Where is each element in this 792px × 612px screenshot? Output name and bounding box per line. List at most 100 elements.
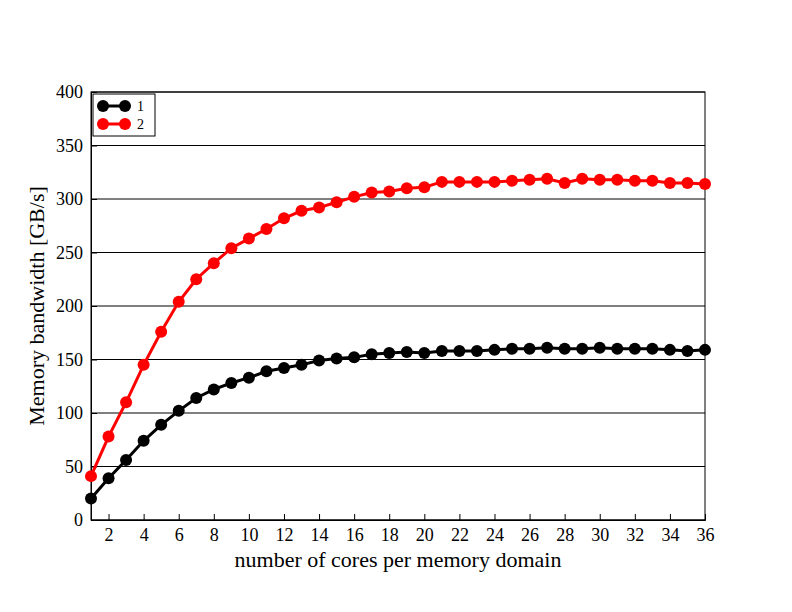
series-marker xyxy=(225,242,237,254)
series-marker xyxy=(453,176,465,188)
x-tick: 22 xyxy=(451,514,469,545)
x-tick-label: 6 xyxy=(175,525,184,545)
series-marker xyxy=(85,470,97,482)
series-marker xyxy=(260,365,272,377)
series-marker xyxy=(243,233,255,245)
x-tick-label: 12 xyxy=(275,525,293,545)
series-marker xyxy=(243,372,255,384)
series-marker xyxy=(138,359,150,371)
series-marker xyxy=(190,392,202,404)
legend-label: 1 xyxy=(137,99,144,114)
legend-swatch-marker xyxy=(97,118,109,130)
x-tick-label: 18 xyxy=(381,525,399,545)
series-marker xyxy=(699,178,711,190)
x-tick: 18 xyxy=(381,514,399,545)
x-tick: 32 xyxy=(626,514,644,545)
series-marker xyxy=(401,346,413,358)
series-marker xyxy=(559,343,571,355)
series-marker xyxy=(348,191,360,203)
grid-line xyxy=(91,252,705,253)
series-marker xyxy=(383,186,395,198)
x-tick-mark xyxy=(319,514,320,520)
x-tick-mark xyxy=(635,514,636,520)
series-marker xyxy=(611,174,623,186)
series-marker xyxy=(681,177,693,189)
series-marker xyxy=(594,342,606,354)
series-marker xyxy=(524,174,536,186)
x-tick-mark xyxy=(389,514,390,520)
plot-area: 2468101214161820222426283032343605010015… xyxy=(56,82,715,545)
y-tick-mark xyxy=(91,146,97,147)
chart-svg: 2468101214161820222426283032343605010015… xyxy=(0,0,792,612)
series-marker xyxy=(436,345,448,357)
x-tick-label: 34 xyxy=(661,525,679,545)
series-marker xyxy=(173,405,185,417)
x-tick-mark xyxy=(424,514,425,520)
legend-box xyxy=(93,94,155,136)
x-tick-label: 32 xyxy=(626,525,644,545)
plot-frame xyxy=(91,92,705,520)
grid-line xyxy=(91,145,705,146)
series-marker xyxy=(576,343,588,355)
series-marker xyxy=(278,362,290,374)
x-tick-label: 36 xyxy=(697,525,715,545)
series-marker xyxy=(296,205,308,217)
x-tick-mark xyxy=(144,514,145,520)
x-tick-label: 22 xyxy=(451,525,469,545)
series-marker xyxy=(646,343,658,355)
series-marker xyxy=(331,352,343,364)
y-tick-mark xyxy=(91,199,97,200)
x-tick: 4 xyxy=(140,514,149,545)
x-tick-mark xyxy=(459,514,460,520)
series-marker xyxy=(331,196,343,208)
y-tick-label: 200 xyxy=(56,296,83,316)
x-tick: 34 xyxy=(661,514,679,545)
series-marker xyxy=(664,344,676,356)
series-marker xyxy=(120,396,132,408)
series-marker xyxy=(699,344,711,356)
x-tick-label: 4 xyxy=(140,525,149,545)
y-tick-mark xyxy=(91,360,97,361)
series-marker xyxy=(208,257,220,269)
x-tick-mark xyxy=(354,514,355,520)
series-line xyxy=(91,348,705,499)
grid-line xyxy=(91,359,705,360)
legend-swatch-marker xyxy=(119,100,131,112)
series-marker xyxy=(260,223,272,235)
series-marker xyxy=(278,212,290,224)
series-marker xyxy=(488,344,500,356)
x-tick: 10 xyxy=(240,514,258,545)
x-tick-mark xyxy=(109,514,110,520)
series-marker xyxy=(313,202,325,214)
y-tick-label: 50 xyxy=(65,457,83,477)
series-marker xyxy=(418,347,430,359)
x-tick-mark xyxy=(600,514,601,520)
series-marker xyxy=(155,419,167,431)
series-marker xyxy=(418,181,430,193)
y-tick-mark xyxy=(91,413,97,414)
grid-line xyxy=(91,466,705,467)
series-marker xyxy=(366,348,378,360)
x-tick-label: 24 xyxy=(486,525,504,545)
series-marker xyxy=(225,377,237,389)
series-marker xyxy=(506,175,518,187)
grid xyxy=(91,92,705,520)
y-tick-label: 100 xyxy=(56,403,83,423)
series-marker xyxy=(296,359,308,371)
x-tick: 6 xyxy=(175,514,184,545)
x-tick: 2 xyxy=(105,514,114,545)
series-marker xyxy=(629,175,641,187)
series-line xyxy=(91,179,705,476)
x-tick-mark xyxy=(565,514,566,520)
x-tick-mark xyxy=(249,514,250,520)
x-tick-mark xyxy=(214,514,215,520)
y-tick-label: 350 xyxy=(56,136,83,156)
y-tick-label: 400 xyxy=(56,82,83,102)
chart-container: 2468101214161820222426283032343605010015… xyxy=(0,0,792,612)
legend-swatch-marker xyxy=(97,100,109,112)
x-tick: 8 xyxy=(210,514,219,545)
x-tick-label: 10 xyxy=(240,525,258,545)
x-tick-label: 20 xyxy=(416,525,434,545)
series-marker xyxy=(471,345,483,357)
y-tick-mark xyxy=(91,306,97,307)
